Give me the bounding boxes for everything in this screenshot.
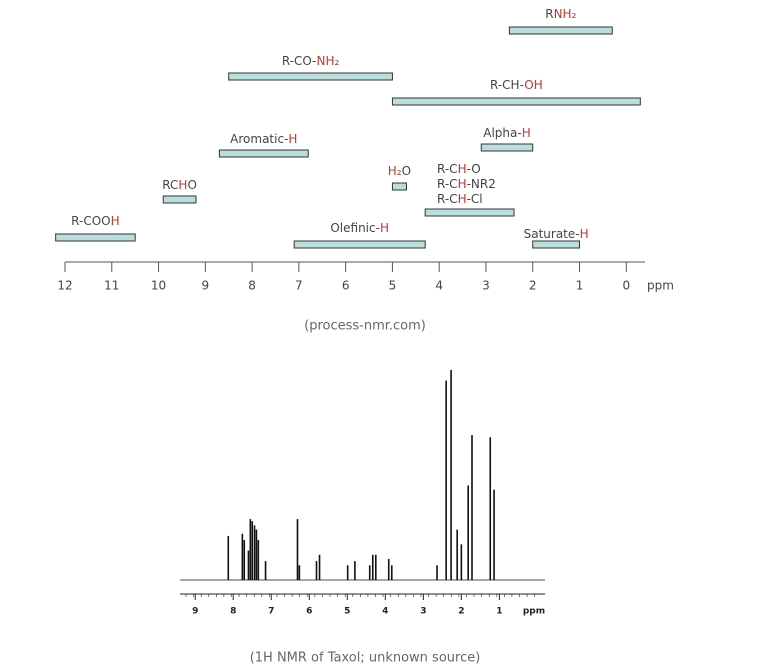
x-tick-label: 5 bbox=[389, 279, 397, 293]
label-part: R-C bbox=[437, 162, 458, 176]
x-tick-label: 1 bbox=[496, 607, 502, 617]
label-part: Aromatic- bbox=[230, 132, 288, 146]
bar-label: R-CO-NH₂ bbox=[282, 54, 340, 68]
range-bar bbox=[391, 97, 641, 106]
x-tick-label: 9 bbox=[192, 607, 198, 617]
x-tick-label: 8 bbox=[230, 607, 236, 617]
x-axis-label: ppm bbox=[523, 607, 545, 617]
range-bar bbox=[293, 240, 426, 249]
label-part: Alpha- bbox=[483, 126, 521, 140]
range-bar bbox=[508, 26, 613, 35]
label-part: R-CO- bbox=[282, 54, 317, 68]
label-part: R-CH- bbox=[490, 78, 524, 92]
label-part: OH bbox=[524, 78, 542, 92]
range-bar bbox=[218, 149, 309, 158]
range-bar bbox=[424, 208, 515, 217]
bar-label: RCHO bbox=[162, 178, 197, 192]
x-tick-label: 7 bbox=[295, 279, 303, 293]
label-part: NH₂ bbox=[554, 7, 577, 21]
bar-label: R-CH-O bbox=[437, 162, 481, 176]
x-tick-label: 11 bbox=[104, 279, 119, 293]
range-bar bbox=[162, 195, 197, 204]
label-part: H₂ bbox=[388, 164, 402, 178]
label-part: R-C bbox=[437, 192, 458, 206]
x-tick-label: 10 bbox=[151, 279, 166, 293]
bar-label: Alpha-H bbox=[483, 126, 530, 140]
x-tick-label: 8 bbox=[248, 279, 256, 293]
label-part: -O bbox=[467, 162, 481, 176]
label-part: H bbox=[380, 221, 389, 235]
range-bar bbox=[532, 240, 581, 249]
bar-label: H₂O bbox=[388, 164, 411, 178]
label-part: H bbox=[288, 132, 297, 146]
x-axis-label: ppm bbox=[647, 279, 674, 293]
range-bar bbox=[228, 72, 393, 81]
label-part: -NR2 bbox=[467, 177, 496, 191]
x-tick-label: 7 bbox=[268, 607, 274, 617]
bar-label: Aromatic-H bbox=[230, 132, 297, 146]
label-part: R-COO bbox=[71, 214, 110, 228]
x-tick-label: 2 bbox=[458, 607, 464, 617]
label-part: -Cl bbox=[467, 192, 483, 206]
x-tick-label: 0 bbox=[622, 279, 630, 293]
caption: (process-nmr.com) bbox=[304, 319, 426, 334]
label-part: RC bbox=[162, 178, 178, 192]
range-bar bbox=[391, 182, 407, 191]
label-part: R-C bbox=[437, 177, 458, 191]
caption: (1H NMR of Taxol; unknown source) bbox=[250, 651, 481, 666]
label-part: O bbox=[402, 164, 411, 178]
bar-label: R-CH-NR2 bbox=[437, 177, 496, 191]
x-tick-label: 12 bbox=[57, 279, 72, 293]
label-part: R bbox=[545, 7, 553, 21]
label-part: H bbox=[111, 214, 120, 228]
label-part: H bbox=[458, 162, 467, 176]
x-tick-label: 5 bbox=[344, 607, 350, 617]
label-part: O bbox=[187, 178, 196, 192]
bar-label: Saturate-H bbox=[524, 227, 589, 241]
label-part: H bbox=[522, 126, 531, 140]
x-tick-label: 6 bbox=[342, 279, 350, 293]
bar-label: R-COOH bbox=[71, 214, 119, 228]
x-tick-label: 9 bbox=[202, 279, 210, 293]
x-tick-label: 6 bbox=[306, 607, 312, 617]
label-part: Olefinic- bbox=[330, 221, 380, 235]
bar-label: Olefinic-H bbox=[330, 221, 389, 235]
x-tick-label: 3 bbox=[420, 607, 426, 617]
range-bar bbox=[55, 233, 136, 242]
bar-label: R-CH-OH bbox=[490, 78, 543, 92]
x-tick-label: 3 bbox=[482, 279, 490, 293]
range-bar bbox=[480, 143, 534, 152]
label-part: H bbox=[458, 177, 467, 191]
label-part: H bbox=[178, 178, 187, 192]
x-tick-label: 1 bbox=[576, 279, 584, 293]
label-part: H bbox=[580, 227, 589, 241]
label-part: H bbox=[458, 192, 467, 206]
x-tick-label: 2 bbox=[529, 279, 537, 293]
label-part: NH₂ bbox=[316, 54, 339, 68]
x-tick-label: 4 bbox=[382, 607, 388, 617]
bar-label: R-CH-Cl bbox=[437, 192, 483, 206]
x-tick-label: 4 bbox=[435, 279, 443, 293]
bar-label: RNH₂ bbox=[545, 7, 576, 21]
label-part: Saturate- bbox=[524, 227, 580, 241]
